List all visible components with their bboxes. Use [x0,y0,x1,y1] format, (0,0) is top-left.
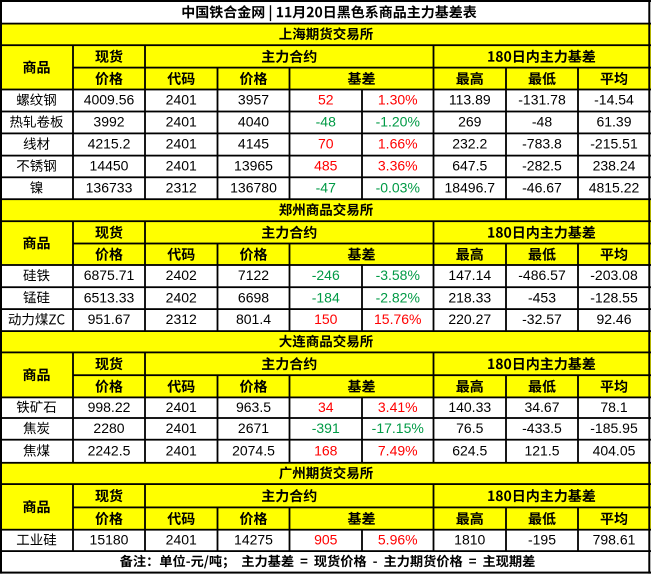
svg-text:3.36%: 3.36% [378,158,418,174]
svg-text:4040: 4040 [238,114,269,130]
svg-text:-48: -48 [532,114,552,130]
svg-text:-453: -453 [528,289,556,305]
svg-text:3957: 3957 [238,92,269,108]
svg-text:2401: 2401 [166,399,197,415]
svg-text:-46.67: -46.67 [522,179,562,195]
svg-text:2401: 2401 [166,442,197,458]
svg-text:2671: 2671 [238,420,269,436]
svg-text:2401: 2401 [166,158,197,174]
svg-text:238.24: 238.24 [593,158,636,174]
svg-text:-1.20%: -1.20% [376,114,420,130]
svg-text:-128.55: -128.55 [590,289,638,305]
svg-text:3.41%: 3.41% [378,399,418,415]
svg-text:13965: 13965 [234,158,273,174]
svg-text:113.89: 113.89 [449,92,491,108]
svg-text:951.67: 951.67 [88,311,131,327]
svg-text:4215.2: 4215.2 [88,136,131,152]
svg-text:-48: -48 [316,114,336,130]
svg-text:6875.71: 6875.71 [84,267,135,283]
svg-text:485: 485 [314,158,338,174]
svg-text:647.5: 647.5 [452,158,487,174]
svg-text:-3.58%: -3.58% [376,267,420,283]
svg-text:2242.5: 2242.5 [88,442,131,458]
svg-text:2401: 2401 [166,136,197,152]
svg-text:147.14: 147.14 [448,267,491,283]
svg-text:-433.5: -433.5 [522,420,562,436]
svg-text:-391: -391 [312,420,340,436]
svg-text:78.1: 78.1 [600,399,627,415]
svg-text:-195: -195 [528,532,556,548]
svg-text:404.05: 404.05 [593,442,636,458]
svg-text:4815.22: 4815.22 [589,179,640,195]
svg-text:-215.51: -215.51 [590,136,638,152]
svg-text:34.67: 34.67 [524,399,559,415]
svg-text:-486.57: -486.57 [518,267,566,283]
svg-text:7122: 7122 [238,267,269,283]
svg-text:2074.5: 2074.5 [232,442,275,458]
svg-text:624.5: 624.5 [452,442,487,458]
svg-text:92.46: 92.46 [596,311,631,327]
svg-text:269: 269 [458,114,482,130]
svg-text:998.22: 998.22 [88,399,131,415]
svg-text:-185.95: -185.95 [590,420,638,436]
svg-text:801.4: 801.4 [236,311,271,327]
svg-text:232.2: 232.2 [452,136,487,152]
svg-text:2402: 2402 [166,267,197,283]
svg-text:61.39: 61.39 [596,114,631,130]
svg-text:-17.15%: -17.15% [372,420,424,436]
svg-text:-14.54: -14.54 [594,92,634,108]
svg-text:-131.78: -131.78 [518,92,566,108]
svg-text:6513.33: 6513.33 [84,289,135,305]
svg-text:14275: 14275 [234,532,273,548]
svg-text:136733: 136733 [86,179,133,195]
svg-text:905: 905 [314,532,338,548]
svg-text:18496.7: 18496.7 [444,179,495,195]
svg-text:1.66%: 1.66% [378,136,418,152]
svg-text:168: 168 [314,442,338,458]
svg-text:15180: 15180 [90,532,129,548]
svg-text:-184: -184 [312,289,340,305]
svg-text:140.33: 140.33 [448,399,491,415]
svg-text:-2.82%: -2.82% [376,289,420,305]
svg-text:4009.56: 4009.56 [84,92,135,108]
svg-text:2401: 2401 [166,114,197,130]
svg-text:5.96%: 5.96% [378,532,418,548]
svg-text:-203.08: -203.08 [590,267,638,283]
svg-text:7.49%: 7.49% [378,442,418,458]
svg-text:2401: 2401 [166,532,197,548]
svg-text:2312: 2312 [166,311,197,327]
svg-text:218.33: 218.33 [448,289,491,305]
svg-text:136780: 136780 [230,179,277,195]
svg-text:15.76%: 15.76% [374,311,421,327]
svg-text:2401: 2401 [166,92,197,108]
svg-text:52: 52 [318,92,334,108]
svg-text:2402: 2402 [166,289,197,305]
svg-text:150: 150 [314,311,338,327]
svg-text:76.5: 76.5 [456,420,483,436]
svg-text:70: 70 [318,136,334,152]
svg-text:-0.03%: -0.03% [376,179,420,195]
svg-text:798.61: 798.61 [593,532,636,548]
svg-text:2280: 2280 [93,420,124,436]
svg-text:220.27: 220.27 [448,311,491,327]
svg-text:1810: 1810 [454,532,485,548]
svg-text:4145: 4145 [238,136,269,152]
svg-text:14450: 14450 [90,158,129,174]
svg-text:-282.5: -282.5 [522,158,562,174]
svg-text:-47: -47 [316,179,336,195]
svg-text:-246: -246 [312,267,340,283]
svg-text:6698: 6698 [238,289,269,305]
svg-text:3992: 3992 [93,114,124,130]
svg-text:1.30%: 1.30% [378,92,418,108]
svg-text:2401: 2401 [166,420,197,436]
svg-text:2312: 2312 [166,179,197,195]
svg-text:34: 34 [318,399,334,415]
svg-text:-32.57: -32.57 [522,311,562,327]
svg-text:963.5: 963.5 [236,399,271,415]
svg-text:121.5: 121.5 [524,442,559,458]
svg-text:-783.8: -783.8 [522,136,562,152]
